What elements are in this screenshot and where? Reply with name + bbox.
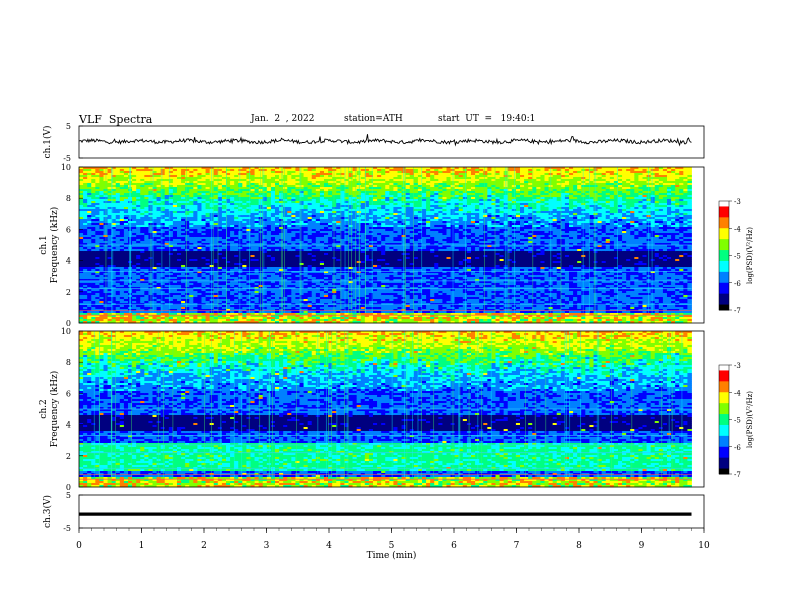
ch1-waveform-ytick-label: 5 xyxy=(66,122,71,131)
ch1-waveform-ylabel: ch.1(V) xyxy=(42,126,53,159)
ch1-waveform-trace xyxy=(79,134,692,145)
ch3-waveform-frame xyxy=(79,495,704,528)
ch1-waveform-ytick-label: -5 xyxy=(63,154,71,163)
ch3-waveform-ylabel: ch.3(V) xyxy=(42,495,53,528)
ch3-waveform-ytick-label: -5 xyxy=(63,524,71,533)
ch3-waveform-ytick-label: 5 xyxy=(66,491,71,500)
